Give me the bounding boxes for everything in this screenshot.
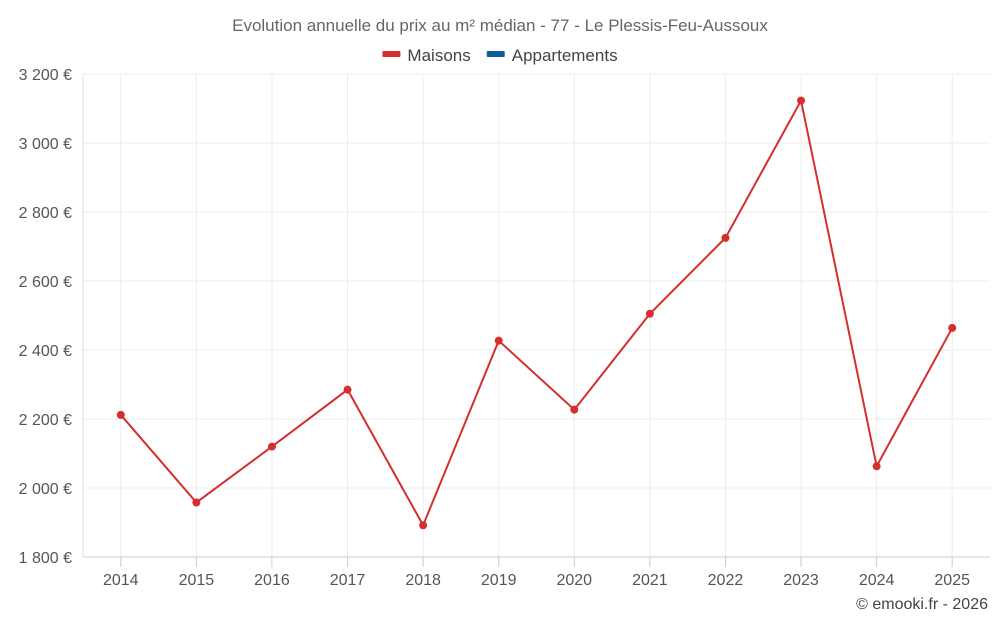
y-tick-label: 3 200 €: [19, 67, 72, 84]
x-tick-label: 2020: [556, 572, 592, 589]
legend-label: Maisons: [407, 46, 470, 65]
y-tick-label: 2 200 €: [19, 412, 72, 429]
y-tick-label: 2 600 €: [19, 274, 72, 291]
data-point: [116, 410, 125, 419]
x-tick-label: 2014: [103, 572, 139, 589]
data-point: [721, 233, 730, 242]
x-tick-label: 2022: [708, 572, 744, 589]
series-layer: [116, 96, 957, 530]
data-point: [343, 385, 352, 394]
data-point: [494, 336, 503, 345]
axes: 1 800 € 2 000 € 2 200 € 2 400 € 2 600 € 2 800…: [19, 67, 990, 589]
y-tick-label: 2 400 €: [19, 343, 72, 360]
x-tick-label: 2015: [179, 572, 215, 589]
data-point: [419, 521, 428, 530]
series-line-maisons: [120, 97, 954, 528]
data-point: [570, 405, 579, 414]
x-tick-label: 2017: [330, 572, 366, 589]
x-tick-label: 2025: [934, 572, 970, 589]
y-tick-label: 2 800 €: [19, 205, 72, 222]
legend: Maisons Appartements: [382, 46, 618, 65]
legend-swatch-appartements: [486, 51, 505, 57]
x-tick-label: 2019: [481, 572, 517, 589]
data-point: [872, 462, 881, 471]
data-point: [645, 309, 654, 318]
x-tick-label: 2018: [405, 572, 441, 589]
y-tick-label: 3 000 €: [19, 136, 72, 153]
credit-text: © emooki.fr - 2026: [856, 596, 988, 613]
data-point: [797, 96, 806, 105]
data-point: [267, 442, 276, 451]
legend-swatch-maisons: [382, 51, 401, 57]
x-tick-label: 2024: [859, 572, 895, 589]
y-tick-label: 2 000 €: [19, 481, 72, 498]
x-tick-label: 2021: [632, 572, 668, 589]
grid: [83, 73, 990, 557]
chart-title: Evolution annuelle du prix au m² médian …: [232, 16, 768, 35]
data-point: [948, 323, 957, 332]
x-tick-label: 2016: [254, 572, 290, 589]
data-point: [192, 498, 201, 507]
x-tick-label: 2023: [783, 572, 819, 589]
y-tick-label: 1 800 €: [19, 550, 72, 567]
legend-label: Appartements: [512, 46, 618, 65]
